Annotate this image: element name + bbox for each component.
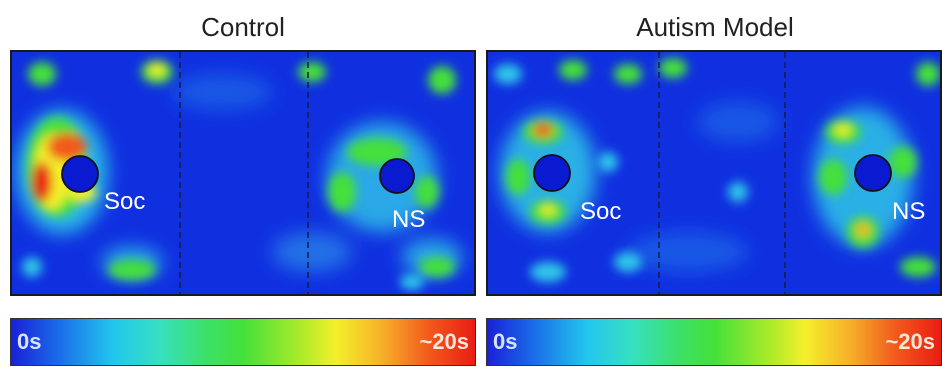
- colorbar-min-label: 0s: [17, 329, 42, 354]
- heatmap-autism-model-image: [488, 52, 940, 294]
- colorbar-max-label: ~20s: [419, 329, 469, 354]
- soc-label: Soc: [104, 188, 146, 215]
- panel-title-autism-model: Autism Model: [636, 12, 794, 42]
- colorbar-max-label: ~20s: [885, 329, 935, 354]
- heatmap-control: Soc NS: [10, 50, 476, 296]
- colorbar-autism-model: 0s ~20s: [486, 318, 942, 366]
- colorbar-min-label: 0s: [493, 329, 518, 354]
- heatmap-autism-model: Soc NS: [486, 50, 942, 296]
- ns-label: NS: [392, 206, 426, 233]
- colorbar-control: 0s ~20s: [10, 318, 476, 366]
- heatmap-control-image: [12, 52, 474, 294]
- soc-label: Soc: [580, 198, 622, 225]
- ns-label: NS: [892, 198, 926, 225]
- panel-title-control: Control: [201, 12, 285, 42]
